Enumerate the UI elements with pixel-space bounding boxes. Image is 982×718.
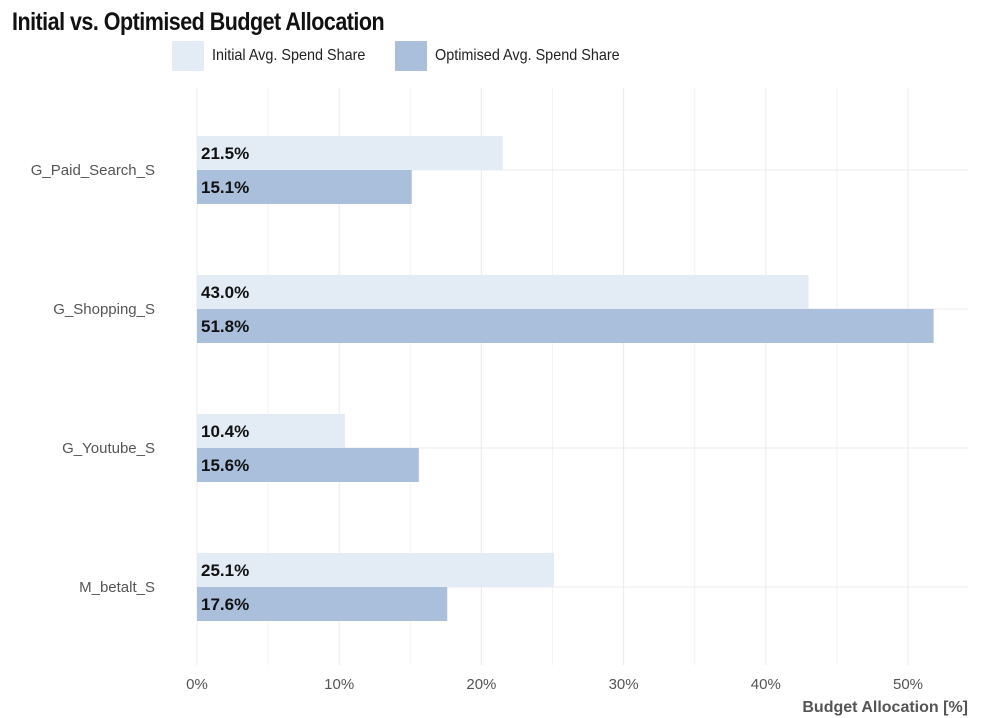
legend-swatch-initial [172, 41, 204, 71]
bar-initial-M_betalt_S [197, 553, 554, 587]
bar-optimised-G_Youtube_S [197, 448, 419, 482]
bar-initial-G_Paid_Search_S [197, 136, 503, 170]
x-tick-label: 30% [609, 676, 639, 693]
x-tick-label: 40% [751, 676, 781, 693]
value-label-optimised-M_betalt_S: 17.6% [201, 595, 249, 614]
bar-optimised-G_Shopping_S [197, 309, 934, 343]
chart-title: Initial vs. Optimised Budget Allocation [12, 8, 385, 36]
x-tick-label: 10% [324, 676, 354, 693]
x-axis-title: Budget Allocation [%] [802, 699, 968, 716]
category-label: G_Paid_Search_S [31, 162, 155, 179]
x-tick-label: 0% [186, 676, 208, 693]
legend-item-initial: Initial Avg. Spend Share [172, 41, 383, 71]
x-axis: 0% 10% 20% 30% 40% 50% [186, 676, 923, 693]
bar-initial-G_Youtube_S [197, 414, 345, 448]
value-labels: 21.5% 15.1% 43.0% 51.8% 10.4% 15.6% 25.1% 17.6% [201, 144, 249, 614]
bar-optimised-M_betalt_S [197, 587, 448, 621]
value-label-optimised-G_Youtube_S: 15.6% [201, 456, 249, 475]
bars [197, 136, 934, 621]
category-label: M_betalt_S [79, 579, 155, 596]
value-label-initial-G_Youtube_S: 10.4% [201, 422, 249, 441]
value-label-optimised-G_Paid_Search_S: 15.1% [201, 178, 249, 197]
legend-label-initial: Initial Avg. Spend Share [212, 47, 366, 64]
value-label-initial-M_betalt_S: 25.1% [201, 561, 249, 580]
bar-initial-G_Shopping_S [197, 275, 809, 309]
value-label-optimised-G_Shopping_S: 51.8% [201, 317, 249, 336]
x-tick-label: 50% [893, 676, 923, 693]
legend-item-optimised: Optimised Avg. Spend Share [394, 41, 640, 71]
value-label-initial-G_Paid_Search_S: 21.5% [201, 144, 249, 163]
category-label: G_Shopping_S [53, 301, 155, 318]
legend-swatch-optimised [394, 41, 427, 71]
legend: Initial Avg. Spend Share Optimised Avg. … [172, 41, 652, 71]
x-tick-label: 20% [466, 676, 496, 693]
category-label: G_Youtube_S [62, 440, 155, 457]
y-axis: G_Paid_Search_S G_Shopping_S G_Youtube_S M_… [31, 162, 155, 596]
bar-optimised-G_Paid_Search_S [197, 170, 412, 204]
value-label-initial-G_Shopping_S: 43.0% [201, 283, 249, 302]
legend-label-optimised: Optimised Avg. Spend Share [434, 47, 620, 64]
